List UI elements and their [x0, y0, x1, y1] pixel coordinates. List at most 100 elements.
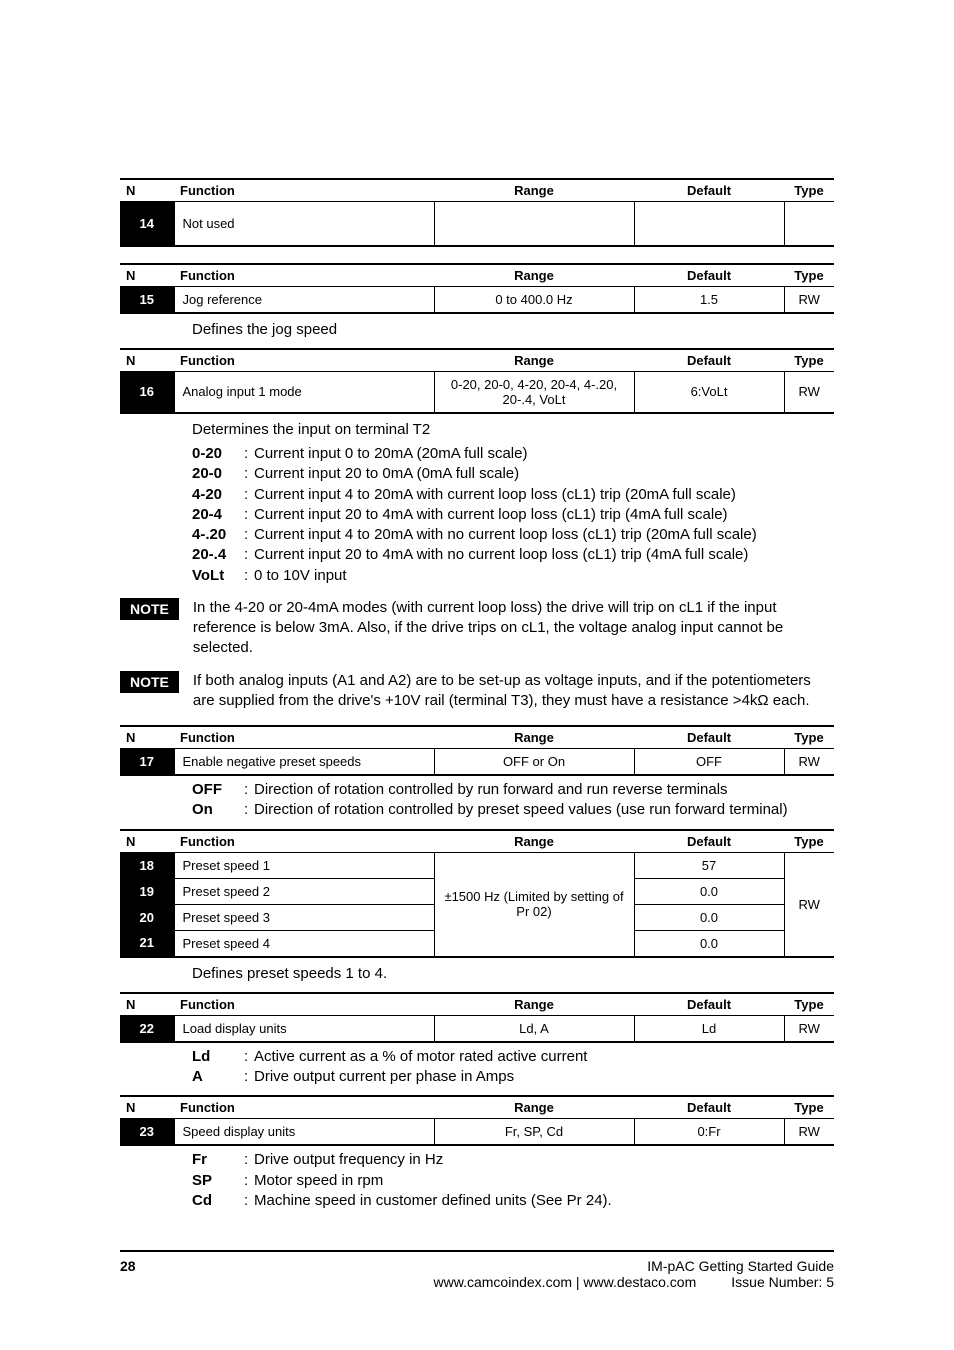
param-id: 21: [120, 930, 174, 957]
param-function: Analog input 1 mode: [174, 371, 434, 413]
option-item: 4-20: Current input 4 to 20mA with curre…: [192, 485, 834, 505]
option-value: Drive output frequency in Hz: [254, 1150, 443, 1170]
param-range: Fr, SP, Cd: [434, 1119, 634, 1146]
option-key: 20-.4: [192, 545, 244, 565]
col-header-range: Range: [434, 1096, 634, 1119]
page-footer: 28 IM-pAC Getting Started Guide www.camc…: [120, 1250, 834, 1290]
option-key: 20-4: [192, 505, 244, 525]
col-header-type: Type: [784, 1096, 834, 1119]
option-colon: :: [244, 1150, 254, 1170]
param-description: Defines preset speeds 1 to 4.: [192, 964, 834, 984]
param-table-14: N Function Range Default Type 14 Not use…: [120, 178, 834, 247]
col-header-type: Type: [784, 830, 834, 853]
col-header-type: Type: [784, 993, 834, 1016]
option-value: Current input 4 to 20mA with no current …: [254, 525, 757, 545]
param-id: 19: [120, 878, 174, 904]
col-header-default: Default: [634, 726, 784, 749]
param-function: Preset speed 3: [174, 904, 434, 930]
col-header-range: Range: [434, 993, 634, 1016]
page-number: 28: [120, 1258, 136, 1274]
option-colon: :: [244, 505, 254, 525]
option-item: SP: Motor speed in rpm: [192, 1171, 834, 1191]
note-label: NOTE: [120, 671, 179, 693]
col-header-function: Function: [174, 264, 434, 287]
col-header-function: Function: [174, 1096, 434, 1119]
param-type: RW: [784, 1119, 834, 1146]
param-default: 6:VoLt: [634, 371, 784, 413]
param-description: Determines the input on terminal T2: [192, 420, 834, 440]
param-default: 0:Fr: [634, 1119, 784, 1146]
param-function: Not used: [174, 202, 434, 246]
col-header-default: Default: [634, 179, 784, 202]
param-table-22: N Function Range Default Type 22 Load di…: [120, 992, 834, 1043]
param-default: 0.0: [634, 904, 784, 930]
col-header-function: Function: [174, 726, 434, 749]
param-type: RW: [784, 749, 834, 776]
col-header-number: N: [120, 830, 174, 853]
param-range: 0-20, 20-0, 4-20, 20-4, 4-.20, 20-.4, Vo…: [434, 371, 634, 413]
option-colon: :: [244, 1171, 254, 1191]
option-list: OFF: Direction of rotation controlled by…: [192, 780, 834, 821]
option-colon: :: [244, 566, 254, 586]
page-content: N Function Range Default Type 14 Not use…: [0, 0, 954, 1271]
option-key: Fr: [192, 1150, 244, 1170]
option-item: OFF: Direction of rotation controlled by…: [192, 780, 834, 800]
footer-title: IM-pAC Getting Started Guide: [647, 1258, 834, 1274]
option-colon: :: [244, 545, 254, 565]
option-value: Machine speed in customer defined units …: [254, 1191, 612, 1211]
param-default: [634, 202, 784, 246]
param-id: 23: [120, 1119, 174, 1146]
param-table-23: N Function Range Default Type 23 Speed d…: [120, 1095, 834, 1146]
option-value: Active current as a % of motor rated act…: [254, 1047, 587, 1067]
param-range: OFF or On: [434, 749, 634, 776]
param-default: OFF: [634, 749, 784, 776]
option-item: 4-.20: Current input 4 to 20mA with no c…: [192, 525, 834, 545]
option-colon: :: [244, 1047, 254, 1067]
option-item: Cd: Machine speed in customer defined un…: [192, 1191, 834, 1211]
col-header-number: N: [120, 993, 174, 1016]
option-colon: :: [244, 485, 254, 505]
col-header-function: Function: [174, 179, 434, 202]
option-key: 4-20: [192, 485, 244, 505]
option-value: 0 to 10V input: [254, 566, 347, 586]
col-header-default: Default: [634, 349, 784, 372]
option-list: 0-20: Current input 0 to 20mA (20mA full…: [192, 444, 834, 586]
param-table-15: N Function Range Default Type 15 Jog ref…: [120, 263, 834, 314]
col-header-number: N: [120, 349, 174, 372]
col-header-range: Range: [434, 349, 634, 372]
param-id: 20: [120, 904, 174, 930]
param-type: RW: [784, 852, 834, 957]
option-key: Ld: [192, 1047, 244, 1067]
col-header-type: Type: [784, 349, 834, 372]
param-range: ±1500 Hz (Limited by setting of Pr 02): [434, 852, 634, 957]
col-header-function: Function: [174, 830, 434, 853]
option-key: Cd: [192, 1191, 244, 1211]
param-range: 0 to 400.0 Hz: [434, 286, 634, 313]
param-table-presets: N Function Range Default Type 18Preset s…: [120, 829, 834, 958]
option-item: Ld: Active current as a % of motor rated…: [192, 1047, 834, 1067]
col-header-number: N: [120, 1096, 174, 1119]
option-list: Fr: Drive output frequency in HzSP: Moto…: [192, 1150, 834, 1211]
col-header-function: Function: [174, 993, 434, 1016]
param-description: Defines the jog speed: [192, 320, 834, 340]
param-default: 0.0: [634, 930, 784, 957]
param-function: Enable negative preset speeds: [174, 749, 434, 776]
param-function: Speed display units: [174, 1119, 434, 1146]
param-default: 1.5: [634, 286, 784, 313]
option-key: 20-0: [192, 464, 244, 484]
param-id: 15: [120, 286, 174, 313]
option-item: 20-0: Current input 20 to 0mA (0mA full …: [192, 464, 834, 484]
option-key: On: [192, 800, 244, 820]
option-value: Direction of rotation controlled by run …: [254, 780, 728, 800]
param-function: Load display units: [174, 1015, 434, 1042]
param-default: Ld: [634, 1015, 784, 1042]
option-item: Fr: Drive output frequency in Hz: [192, 1150, 834, 1170]
param-type: RW: [784, 371, 834, 413]
param-type: RW: [784, 1015, 834, 1042]
option-value: Current input 20 to 0mA (0mA full scale): [254, 464, 519, 484]
option-value: Current input 20 to 4mA with no current …: [254, 545, 748, 565]
option-key: A: [192, 1067, 244, 1087]
col-header-range: Range: [434, 264, 634, 287]
note-text: In the 4-20 or 20-4mA modes (with curren…: [193, 598, 834, 659]
col-header-type: Type: [784, 726, 834, 749]
